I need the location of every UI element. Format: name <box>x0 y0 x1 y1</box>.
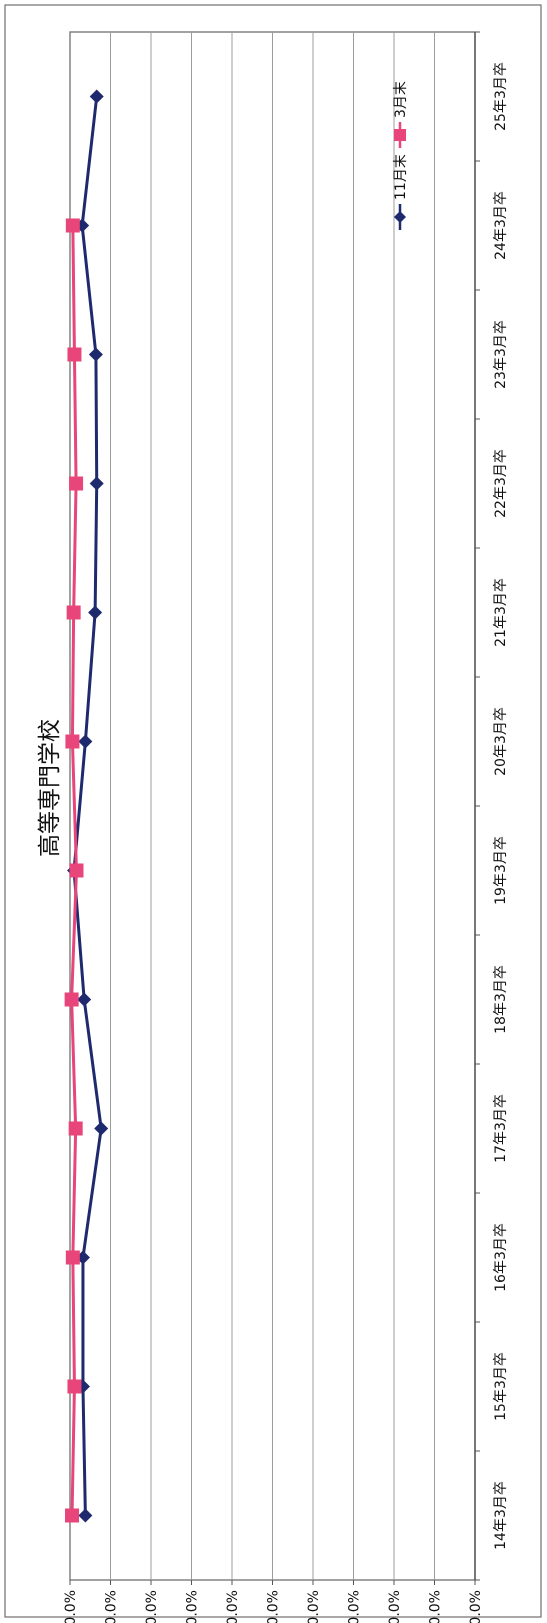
x-axis: 14年3月卒 15年3月卒 16年3月卒 17年3月卒 18年3月卒 19年3月卒 20年3… <box>474 31 509 1581</box>
legend: 11月末 3月末 <box>393 81 409 230</box>
data-point <box>67 1379 82 1394</box>
data-point <box>67 347 82 362</box>
data-point <box>65 1508 80 1523</box>
y-tick-label: 90.0% <box>104 1590 120 1623</box>
x-tick-label-wrap: 19年3月卒 <box>493 836 509 905</box>
data-point <box>64 992 79 1007</box>
data-point <box>69 476 84 491</box>
x-tick-label-wrap: 18年3月卒 <box>493 965 509 1034</box>
x-tick-label-wrap: 16年3月卒 <box>493 1223 509 1292</box>
data-point <box>65 734 80 749</box>
y-tick-label: 60.0% <box>225 1590 241 1623</box>
series-line-1 <box>72 96 103 1516</box>
chart-title: 高等専門学校 <box>37 719 63 857</box>
data-point <box>88 347 103 362</box>
data-point <box>65 218 80 233</box>
y-tick-label-wrap: 60.0% <box>225 1590 241 1623</box>
x-tick-label-wrap: 21年3月卒 <box>493 578 509 647</box>
y-axis: 0.0% 10.0% 20.0% 30.0% 40.0% 50.0% 60.0% 70.0% 8… <box>63 1580 484 1623</box>
data-point <box>68 1121 83 1136</box>
data-point <box>78 1508 93 1523</box>
y-tick-label: 30.0% <box>347 1590 363 1623</box>
x-tick-label: 21年3月卒 <box>493 578 509 647</box>
x-tick-label-wrap: 23年3月卒 <box>493 320 509 389</box>
x-tick-label: 19年3月卒 <box>493 836 509 905</box>
x-tick-label: 17年3月卒 <box>493 1094 509 1163</box>
x-tick-label: 16年3月卒 <box>493 1223 509 1292</box>
x-tick-label-wrap: 25年3月卒 <box>493 62 509 131</box>
x-tick-label: 24年3月卒 <box>493 191 509 260</box>
y-tick-label: 70.0% <box>185 1590 201 1623</box>
x-tick-label: 23年3月卒 <box>493 320 509 389</box>
chart-title-text: 高等専門学校 <box>37 719 63 857</box>
y-tick-label: 10.0% <box>428 1590 444 1623</box>
x-tick-label: 15年3月卒 <box>493 1352 509 1421</box>
legend-label: 3月末 <box>393 81 409 118</box>
data-point <box>94 1121 109 1136</box>
y-tick-label-wrap: 70.0% <box>185 1590 201 1623</box>
x-tick-label-wrap: 24年3月卒 <box>493 191 509 260</box>
y-tick-label-wrap: 40.0% <box>306 1590 322 1623</box>
x-tick-label-wrap: 22年3月卒 <box>493 449 509 518</box>
x-tick-label: 20年3月卒 <box>493 707 509 776</box>
x-tick-label-wrap: 17年3月卒 <box>493 1094 509 1163</box>
gridlines <box>110 32 435 1580</box>
data-point <box>65 1250 80 1265</box>
y-tick-label-wrap: 20.0% <box>387 1590 403 1623</box>
y-tick-label-wrap: 10.0% <box>428 1590 444 1623</box>
x-tick-label: 25年3月卒 <box>493 62 509 131</box>
x-tick-label-wrap: 20年3月卒 <box>493 707 509 776</box>
data-point <box>66 605 81 620</box>
y-tick-label-wrap: 0.0% <box>468 1590 484 1623</box>
data-point <box>69 863 84 878</box>
y-tick-label-wrap: 80.0% <box>144 1590 160 1623</box>
legend-label: 11月末 <box>393 154 409 200</box>
x-tick-label-wrap: 14年3月卒 <box>493 1481 509 1550</box>
legend-marker <box>394 211 406 223</box>
y-tick-label-wrap: 30.0% <box>347 1590 363 1623</box>
y-tick-label: 100.0% <box>63 1590 79 1623</box>
series <box>64 89 109 1523</box>
x-tick-label: 14年3月卒 <box>493 1481 509 1550</box>
data-point <box>89 476 104 491</box>
y-tick-label: 0.0% <box>468 1590 484 1623</box>
data-point <box>89 89 104 104</box>
y-tick-label: 80.0% <box>144 1590 160 1623</box>
y-tick-label-wrap: 50.0% <box>266 1590 282 1623</box>
data-point <box>88 605 103 620</box>
data-point <box>78 734 93 749</box>
legend-inner: 11月末 3月末 <box>393 81 409 230</box>
legend-marker <box>394 129 406 141</box>
x-tick-label: 22年3月卒 <box>493 449 509 518</box>
y-tick-label: 20.0% <box>387 1590 403 1623</box>
x-tick-label: 18年3月卒 <box>493 965 509 1034</box>
y-tick-label-wrap: 100.0% <box>63 1590 79 1623</box>
y-tick-label: 40.0% <box>306 1590 322 1623</box>
x-tick-label-wrap: 15年3月卒 <box>493 1352 509 1421</box>
y-tick-label: 50.0% <box>266 1590 282 1623</box>
data-point <box>77 992 92 1007</box>
y-tick-label-wrap: 90.0% <box>104 1590 120 1623</box>
